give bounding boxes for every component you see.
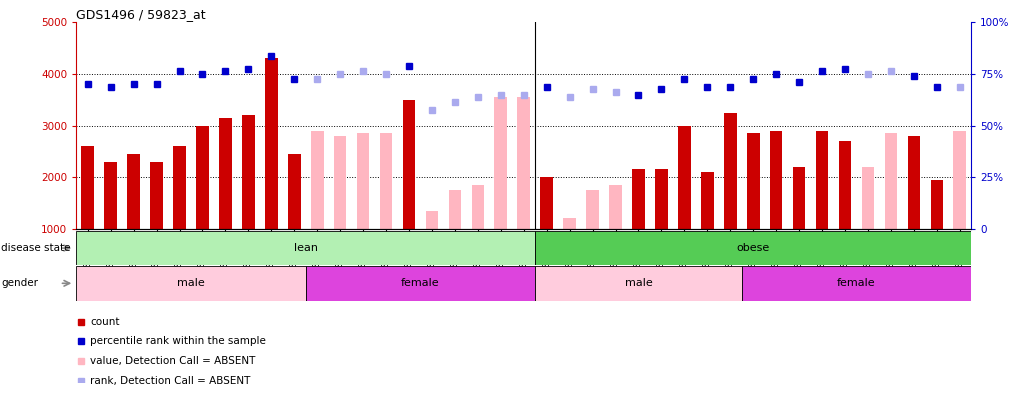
Bar	[741, 266, 971, 301]
Bar	[746, 133, 760, 229]
Bar	[535, 266, 741, 301]
Bar	[907, 136, 920, 229]
Text: male: male	[177, 278, 204, 288]
Bar	[76, 231, 535, 265]
Bar	[633, 169, 645, 229]
Bar	[678, 126, 691, 229]
Text: lean: lean	[294, 243, 317, 253]
Text: rank, Detection Call = ABSENT: rank, Detection Call = ABSENT	[91, 376, 250, 386]
Bar	[265, 58, 278, 229]
Bar	[426, 211, 438, 229]
Text: disease state: disease state	[1, 243, 70, 253]
Bar	[563, 219, 576, 229]
Bar	[954, 131, 966, 229]
Bar	[816, 131, 829, 229]
Bar	[448, 190, 462, 229]
Bar	[655, 169, 668, 229]
Bar	[494, 97, 507, 229]
Text: female: female	[837, 278, 876, 288]
Bar	[701, 172, 714, 229]
Bar	[81, 146, 94, 229]
Bar	[311, 131, 323, 229]
Bar	[151, 162, 163, 229]
Text: count: count	[91, 317, 120, 327]
Bar	[518, 97, 530, 229]
Text: male: male	[624, 278, 652, 288]
Bar	[403, 100, 415, 229]
Bar	[219, 118, 232, 229]
Bar	[793, 167, 805, 229]
Bar	[76, 266, 306, 301]
Bar	[242, 115, 254, 229]
Bar	[173, 146, 186, 229]
Text: value, Detection Call = ABSENT: value, Detection Call = ABSENT	[91, 356, 255, 366]
Bar	[724, 113, 736, 229]
Bar	[535, 231, 971, 265]
Text: gender: gender	[1, 278, 38, 288]
Bar	[885, 133, 897, 229]
Bar	[357, 133, 369, 229]
Bar	[196, 126, 208, 229]
Bar	[306, 266, 535, 301]
Bar	[334, 136, 347, 229]
Bar	[540, 177, 553, 229]
Bar	[586, 190, 599, 229]
Bar	[127, 154, 140, 229]
Bar	[770, 131, 782, 229]
Text: obese: obese	[736, 243, 770, 253]
Bar	[609, 185, 621, 229]
Bar	[931, 180, 943, 229]
Bar	[288, 154, 301, 229]
Bar	[379, 133, 393, 229]
Text: percentile rank within the sample: percentile rank within the sample	[91, 337, 266, 346]
Bar	[105, 162, 117, 229]
Text: female: female	[401, 278, 439, 288]
Bar	[861, 167, 875, 229]
Bar	[472, 185, 484, 229]
Text: GDS1496 / 59823_at: GDS1496 / 59823_at	[76, 8, 205, 21]
Bar	[839, 141, 851, 229]
